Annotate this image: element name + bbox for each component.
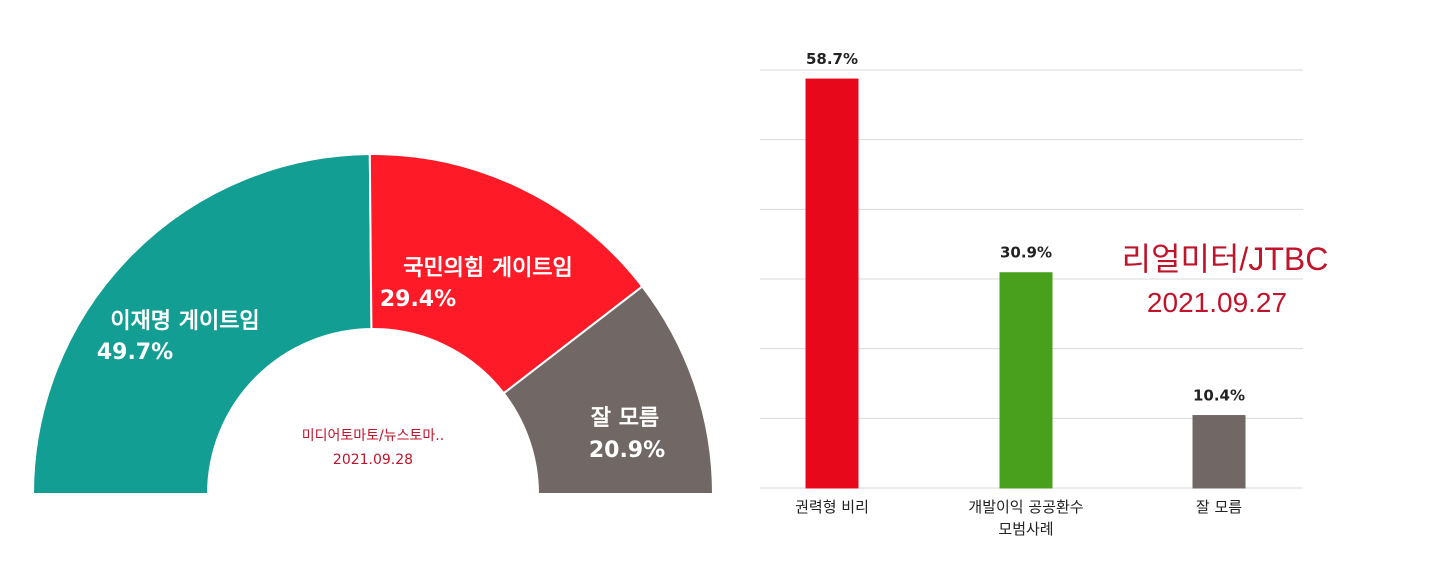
bar-2 bbox=[999, 272, 1053, 489]
donut-value-label: 49.7% bbox=[97, 340, 173, 365]
donut-value-label: 20.9% bbox=[589, 438, 665, 463]
half-donut-chart: 이재명 게이트임 49.7% 국민의힘 게이트임 29.4% 잘 모름 20.9% 미디어… bbox=[31, 153, 715, 495]
donut-slices bbox=[31, 153, 715, 495]
bar-category-label: 개발이익 공공환수 모범사례 bbox=[968, 498, 1083, 538]
donut-labels: 이재명 게이트임 49.7% 국민의힘 게이트임 29.4% 잘 모름 20.9% bbox=[97, 256, 665, 463]
bar-3 bbox=[1192, 415, 1246, 489]
donut-slice-2 bbox=[368, 153, 644, 395]
donut-value-label: 29.4% bbox=[380, 287, 456, 312]
bar-source-label: 리얼미터/JTBC bbox=[1122, 241, 1329, 277]
bar-value-label: 58.7% bbox=[806, 50, 858, 68]
bar-1 bbox=[805, 78, 859, 489]
donut-source-label: 미디어토마토/뉴스토마.. bbox=[302, 428, 444, 444]
bar-value-labels: 58.7% 30.9% 10.4% bbox=[806, 50, 1245, 404]
bar-category-label: 권력형 비리 bbox=[795, 498, 869, 516]
donut-slice-1 bbox=[31, 153, 373, 495]
bar-value-label: 30.9% bbox=[1000, 244, 1052, 262]
bar-date-label: 2021.09.27 bbox=[1147, 287, 1287, 318]
bar-marks bbox=[805, 78, 1246, 489]
bar-category-labels: 권력형 비리 개발이익 공공환수 모범사례 잘 모름 bbox=[795, 498, 1242, 538]
bar-value-label: 10.4% bbox=[1193, 387, 1245, 405]
donut-date-label: 2021.09.28 bbox=[333, 452, 413, 468]
bar-category-label: 잘 모름 bbox=[1196, 498, 1242, 516]
donut-slice-3 bbox=[502, 285, 715, 495]
donut-slice-label: 이재명 게이트임 bbox=[110, 309, 259, 334]
donut-slice-label: 국민의힘 게이트임 bbox=[403, 256, 573, 281]
donut-slice-label: 잘 모름 bbox=[591, 406, 659, 431]
